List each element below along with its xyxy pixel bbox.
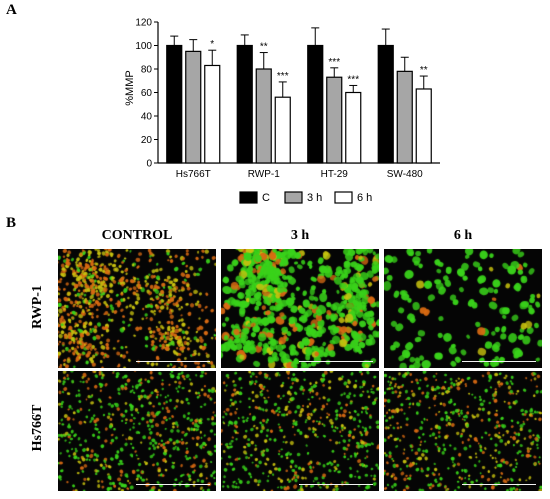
scale-bar (299, 361, 373, 362)
column-header-6h: 6 h (453, 228, 473, 243)
micrograph-rwp1-6h (384, 249, 542, 368)
row-header-rwp1: RWP-1 (30, 285, 45, 329)
significance-label: *** (277, 71, 289, 82)
legend-swatch (239, 191, 258, 204)
y-tick-label: 120 (135, 18, 152, 29)
legend-label: C (262, 192, 270, 204)
significance-label: *** (347, 74, 359, 85)
panel-a-label: A (6, 2, 17, 18)
y-axis-label: %MMP (124, 70, 136, 105)
bar-C-RWP-1 (236, 44, 253, 164)
micrograph-rwp1-3h (221, 249, 379, 368)
x-tick-label: RWP-1 (248, 169, 280, 180)
panel-b-label: B (6, 215, 17, 231)
micrograph-canvas (58, 249, 216, 368)
y-tick-label: 40 (141, 112, 153, 123)
bar-3h-RWP-1 (255, 68, 272, 164)
y-tick-label: 100 (135, 41, 152, 52)
legend-label: 3 h (307, 192, 322, 204)
y-tick-label: 0 (146, 159, 152, 170)
scale-bar (299, 484, 373, 485)
significance-label: ** (420, 65, 428, 76)
x-tick-label: Hs766T (176, 169, 211, 180)
legend-label: 6 h (357, 192, 372, 204)
bar-3h-SW-480 (396, 70, 413, 164)
micrograph-canvas (221, 249, 379, 368)
bar-6h-Hs766T (204, 64, 221, 164)
bar-C-SW-480 (377, 44, 394, 164)
micrograph-canvas (58, 371, 216, 491)
bar-C-Hs766T (166, 44, 183, 164)
significance-label: *** (328, 57, 340, 68)
micrograph-rwp1-control (58, 249, 216, 368)
chart-legend: C 3 h 6 h (239, 191, 372, 204)
scale-bar (462, 484, 536, 485)
micrograph-canvas (384, 371, 542, 491)
bar-6h-SW-480 (415, 88, 432, 164)
micrograph-hs766t-3h (221, 371, 379, 491)
significance-label: ** (260, 42, 268, 53)
micrograph-canvas (221, 371, 379, 491)
scale-bar (136, 484, 210, 485)
micrograph-hs766t-control (58, 371, 216, 491)
bar-C-HT-29 (307, 44, 324, 164)
y-tick-label: 80 (141, 65, 153, 76)
column-header-control: CONTROL (101, 228, 173, 243)
bar-3h-Hs766T (185, 50, 202, 164)
y-tick-label: 60 (141, 88, 153, 99)
bar-6h-RWP-1 (274, 96, 291, 164)
scale-bar (136, 361, 210, 362)
row-header-hs766t: Hs766T (30, 404, 45, 452)
bar-6h-HT-29 (345, 91, 362, 164)
column-header-3h: 3 h (290, 228, 310, 243)
y-tick-label: 20 (141, 135, 153, 146)
x-tick-label: SW-480 (387, 169, 423, 180)
bar-3h-HT-29 (326, 76, 343, 164)
legend-swatch (284, 191, 303, 204)
significance-label: * (210, 39, 214, 50)
scale-bar (462, 361, 536, 362)
micrograph-canvas (384, 249, 542, 368)
chart-bars: *Hs766T*****RWP-1******HT-29**SW-480 (166, 27, 432, 180)
legend-swatch (334, 191, 353, 204)
x-tick-label: HT-29 (321, 169, 349, 180)
micrograph-hs766t-6h (384, 371, 542, 491)
